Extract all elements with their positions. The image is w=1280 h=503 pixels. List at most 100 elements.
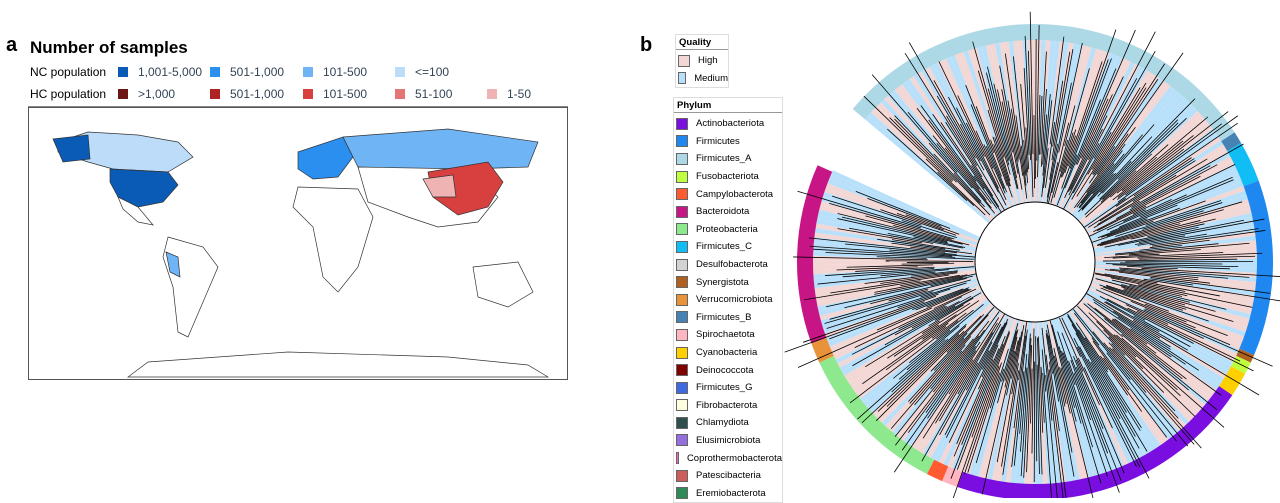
color-swatch [676, 188, 688, 200]
legend-label: Firmicutes_A [696, 153, 751, 164]
bin-label: 51-100 [415, 87, 452, 101]
color-swatch [676, 118, 688, 130]
legend-label: Proteobacteria [696, 224, 758, 235]
color-swatch [303, 89, 313, 99]
legend-label: Firmicutes_G [696, 382, 752, 393]
legend-label: Firmicutes_B [696, 312, 751, 323]
world-map [28, 107, 568, 380]
color-swatch [210, 67, 220, 77]
legend-item: Bacteroidota [674, 203, 782, 221]
hc-bin: 1-50 [487, 87, 531, 101]
legend-label: Verrucomicrobiota [696, 294, 773, 305]
bin-label: 101-500 [323, 87, 367, 101]
legend-label: Spirochaetota [696, 329, 755, 340]
color-swatch [395, 89, 405, 99]
color-swatch [303, 67, 313, 77]
legend-label: Cyanobacteria [696, 347, 757, 358]
legend-item: Fibrobacterota [674, 397, 782, 415]
color-swatch [118, 89, 128, 99]
nc-bin: 501-1,000 [210, 65, 284, 79]
phylogenetic-tree [780, 0, 1280, 498]
panel-b-label: b [640, 34, 652, 57]
legend-item: Deinococcota [674, 361, 782, 379]
legend-item: Campylobacterota [674, 185, 782, 203]
bin-label: 501-1,000 [230, 65, 284, 79]
color-swatch [676, 382, 688, 394]
bin-label: 101-500 [323, 65, 367, 79]
color-swatch [676, 434, 688, 446]
color-swatch [676, 311, 688, 323]
legend-item: Medium [676, 70, 728, 88]
legend-label: High [698, 55, 718, 66]
nc-bin: 101-500 [303, 65, 367, 79]
nc-bin: <=100 [395, 65, 449, 79]
legend-item: High [676, 52, 728, 70]
bin-label: <=100 [415, 65, 449, 79]
legend-item: Elusimicrobiota [674, 432, 782, 450]
legend-label: Fusobacteriota [696, 171, 759, 182]
bin-label: 501-1,000 [230, 87, 284, 101]
legend-item: Actinobacteriota [674, 115, 782, 133]
color-swatch [676, 470, 688, 482]
legend-item: Cyanobacteria [674, 344, 782, 362]
legend-item: Synergistota [674, 273, 782, 291]
color-swatch [210, 89, 220, 99]
color-swatch [676, 347, 688, 359]
panel-a-label: a [6, 34, 17, 57]
legend-item: Patescibacteria [674, 467, 782, 485]
color-swatch [676, 206, 688, 218]
hc-bin: 51-100 [395, 87, 452, 101]
color-swatch [676, 241, 688, 253]
color-swatch [676, 399, 688, 411]
color-swatch [676, 452, 679, 464]
legend-title: Quality [676, 35, 728, 50]
legend-item: Firmicutes_C [674, 238, 782, 256]
color-swatch [487, 89, 497, 99]
legend-label: Eremiobacterota [696, 488, 766, 499]
legend-item: Verrucomicrobiota [674, 291, 782, 309]
legend-label: Elusimicrobiota [696, 435, 760, 446]
legend-label: Bacteroidota [696, 206, 749, 217]
legend-label: Fibrobacterota [696, 400, 757, 411]
color-swatch [676, 417, 688, 429]
legend-item: Chlamydiota [674, 414, 782, 432]
hc-population-label: HC population [30, 87, 106, 101]
legend-label: Firmicutes_C [696, 241, 752, 252]
legend-label: Deinococcota [696, 365, 754, 376]
hc-bin: >1,000 [118, 87, 175, 101]
color-swatch [676, 135, 688, 147]
color-swatch [676, 171, 688, 183]
color-swatch [676, 223, 688, 235]
legend-item: Coprothermobacterota [674, 449, 782, 467]
map-title: Number of samples [30, 38, 188, 58]
color-swatch [676, 276, 688, 288]
bin-label: 1,001-5,000 [138, 65, 202, 79]
legend-item: Fusobacteriota [674, 168, 782, 186]
color-swatch [395, 67, 405, 77]
legend-label: Campylobacterota [696, 189, 773, 200]
color-swatch [676, 153, 688, 165]
color-swatch [676, 259, 688, 271]
legend-label: Patescibacteria [696, 470, 761, 481]
bin-label: >1,000 [138, 87, 175, 101]
legend-item: Firmicutes_B [674, 309, 782, 327]
legend-item: Desulfobacterota [674, 256, 782, 274]
color-swatch [118, 67, 128, 77]
legend-title: Phylum [674, 98, 782, 113]
color-swatch [676, 487, 688, 499]
legend-item: Firmicutes_A [674, 150, 782, 168]
legend-label: Synergistota [696, 277, 749, 288]
legend-label: Actinobacteriota [696, 118, 764, 129]
color-swatch [676, 294, 688, 306]
legend-item: Proteobacteria [674, 221, 782, 239]
color-swatch [676, 329, 688, 341]
legend-item: Spirochaetota [674, 326, 782, 344]
color-swatch [678, 72, 686, 84]
nc-population-label: NC population [30, 65, 106, 79]
bin-label: 1-50 [507, 87, 531, 101]
legend-label: Chlamydiota [696, 417, 749, 428]
legend-item: Firmicutes_G [674, 379, 782, 397]
hc-bin: 501-1,000 [210, 87, 284, 101]
tree-root [975, 202, 1095, 322]
